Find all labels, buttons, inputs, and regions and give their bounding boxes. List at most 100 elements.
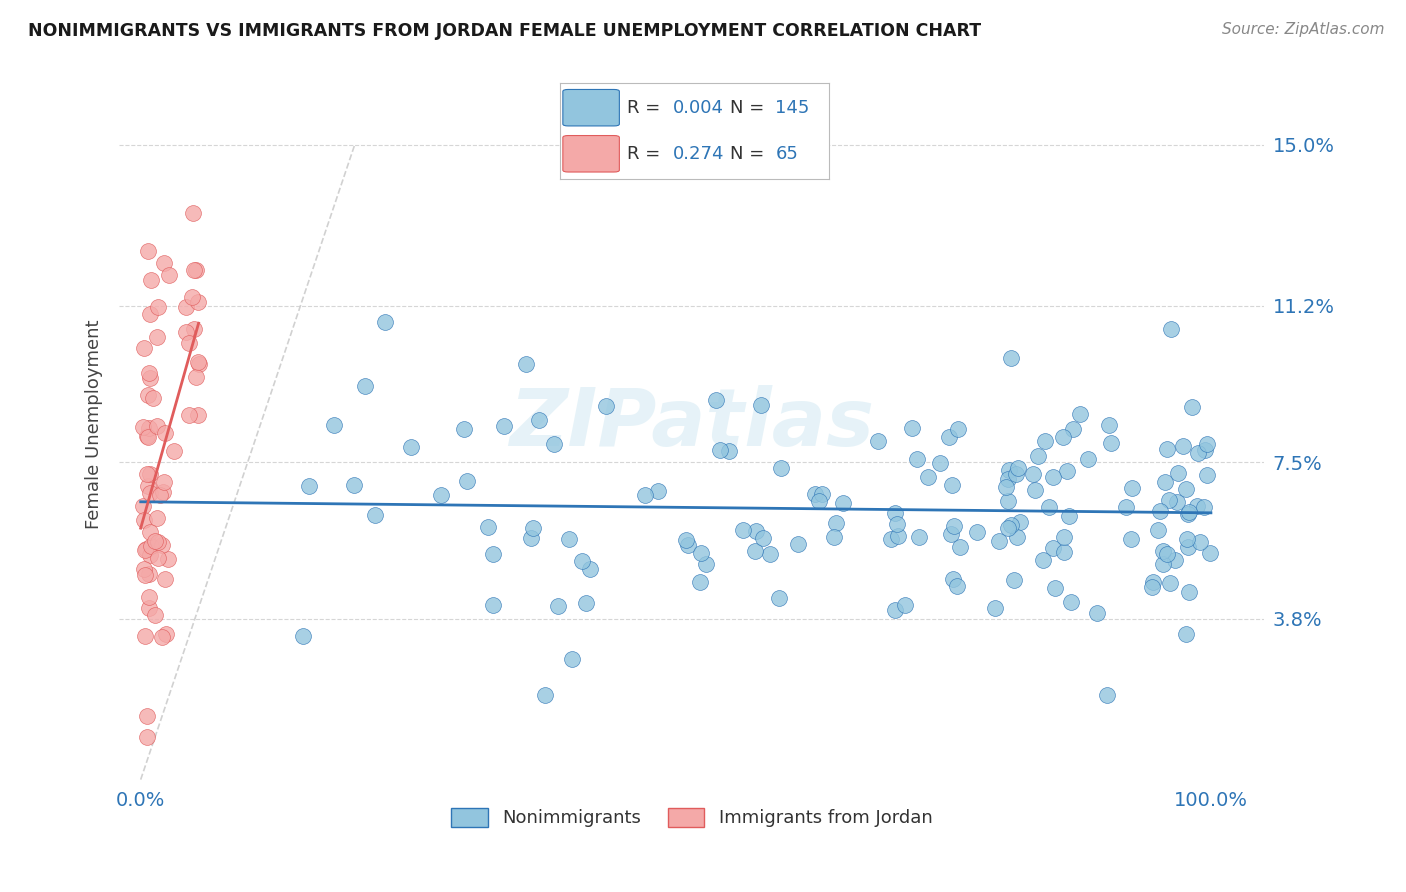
Point bbox=[155, 573, 177, 587]
Point bbox=[134, 341, 156, 355]
Point bbox=[1115, 500, 1137, 514]
Point bbox=[647, 483, 669, 498]
Point bbox=[1167, 467, 1189, 481]
Point bbox=[1098, 418, 1121, 433]
Point bbox=[1000, 517, 1022, 532]
Point bbox=[543, 437, 565, 451]
Point bbox=[1160, 321, 1182, 335]
Point bbox=[1175, 627, 1198, 641]
Point bbox=[135, 731, 157, 745]
Point bbox=[731, 523, 754, 537]
Point bbox=[138, 600, 160, 615]
Point bbox=[832, 496, 855, 510]
Point bbox=[1159, 493, 1181, 508]
Point bbox=[1152, 544, 1174, 558]
Point bbox=[752, 532, 775, 546]
Point bbox=[811, 487, 834, 501]
Point bbox=[134, 543, 156, 558]
Point bbox=[1026, 450, 1049, 464]
Point bbox=[1043, 581, 1066, 595]
Point bbox=[1005, 467, 1028, 482]
Point bbox=[146, 510, 169, 524]
Point bbox=[1053, 545, 1076, 559]
Point bbox=[152, 485, 174, 500]
Point bbox=[399, 440, 422, 454]
Point bbox=[149, 488, 172, 502]
Point bbox=[187, 408, 209, 422]
Point bbox=[901, 421, 924, 435]
Point bbox=[941, 478, 963, 492]
Point bbox=[522, 521, 544, 535]
Point bbox=[482, 548, 505, 562]
Point bbox=[184, 369, 207, 384]
Point bbox=[153, 475, 176, 489]
Point bbox=[1076, 452, 1098, 467]
Point bbox=[136, 709, 159, 723]
Point bbox=[1181, 400, 1204, 414]
Point bbox=[138, 567, 160, 582]
Point bbox=[1085, 606, 1108, 620]
Point bbox=[547, 599, 569, 613]
Point bbox=[768, 591, 790, 605]
Point bbox=[718, 443, 741, 458]
Point bbox=[1156, 442, 1178, 457]
Point bbox=[1038, 500, 1060, 515]
Point bbox=[884, 507, 907, 521]
Point bbox=[139, 370, 162, 384]
Point bbox=[298, 479, 321, 493]
Point bbox=[1024, 483, 1046, 497]
Point bbox=[946, 422, 969, 436]
Point bbox=[180, 290, 202, 304]
Point bbox=[886, 529, 908, 543]
Point bbox=[880, 532, 903, 546]
Point bbox=[494, 418, 516, 433]
Point bbox=[138, 479, 160, 493]
Point bbox=[1056, 464, 1078, 478]
Point bbox=[138, 590, 160, 604]
Point bbox=[1032, 552, 1054, 566]
Point bbox=[1147, 523, 1170, 537]
Point bbox=[134, 513, 156, 527]
Point bbox=[176, 325, 198, 339]
Point bbox=[997, 494, 1019, 508]
Point bbox=[1187, 446, 1209, 460]
Point bbox=[1159, 576, 1181, 591]
Point bbox=[527, 413, 550, 427]
Point bbox=[689, 575, 711, 590]
Point bbox=[177, 408, 200, 422]
Point bbox=[1194, 443, 1216, 458]
Point bbox=[139, 485, 162, 500]
Point bbox=[138, 421, 160, 435]
Point bbox=[1154, 475, 1177, 489]
Point bbox=[1095, 688, 1118, 702]
Point bbox=[323, 417, 346, 432]
Point bbox=[884, 603, 907, 617]
Point bbox=[804, 487, 827, 501]
Point bbox=[579, 562, 602, 576]
Point bbox=[1007, 530, 1029, 544]
Point bbox=[997, 463, 1019, 477]
Point bbox=[745, 524, 768, 539]
Point bbox=[558, 532, 581, 546]
Point bbox=[905, 452, 928, 467]
Point bbox=[136, 430, 159, 444]
Point bbox=[744, 543, 766, 558]
Point bbox=[769, 461, 792, 475]
Point bbox=[1166, 495, 1188, 509]
Point bbox=[995, 480, 1018, 494]
Point bbox=[1177, 505, 1199, 519]
Point bbox=[1152, 557, 1174, 571]
Point bbox=[1002, 574, 1025, 588]
Point bbox=[138, 366, 160, 380]
Point bbox=[1195, 467, 1218, 482]
Point bbox=[759, 548, 782, 562]
Point bbox=[929, 456, 952, 470]
Point bbox=[1156, 547, 1178, 561]
Point bbox=[515, 357, 537, 371]
Point bbox=[163, 444, 186, 458]
Point bbox=[1174, 482, 1197, 496]
Point bbox=[1033, 434, 1056, 448]
Point bbox=[946, 579, 969, 593]
Text: NONIMMIGRANTS VS IMMIGRANTS FROM JORDAN FEMALE UNEMPLOYMENT CORRELATION CHART: NONIMMIGRANTS VS IMMIGRANTS FROM JORDAN … bbox=[28, 22, 981, 40]
Point bbox=[148, 300, 170, 314]
